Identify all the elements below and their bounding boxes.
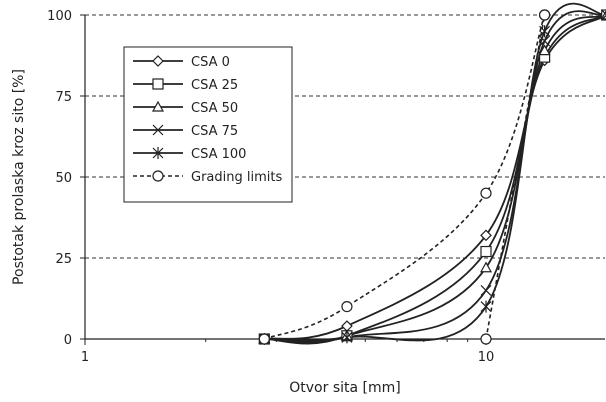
circle-marker <box>341 301 353 313</box>
square-marker <box>152 78 164 90</box>
y-tick-label: 0 <box>64 333 72 348</box>
y-axis-title: Postotak prolaska kroz sito [%] <box>11 69 27 285</box>
triangle-marker <box>479 261 493 273</box>
x-marker <box>152 124 164 136</box>
asterisk-marker <box>539 25 551 38</box>
x-axis-title: Otvor sita [mm] <box>289 380 400 396</box>
series-curve <box>264 14 606 345</box>
series-curve <box>264 14 606 344</box>
circle-marker <box>480 187 492 199</box>
x-tick-label: 1 <box>81 350 89 365</box>
square-marker <box>480 245 492 258</box>
y-tick-label: 100 <box>47 9 72 24</box>
y-tick-label: 75 <box>55 90 72 105</box>
legend-label: Grading limits <box>191 170 282 185</box>
triangle-marker <box>538 44 551 56</box>
y-tick-label: 25 <box>55 252 72 267</box>
legend: CSA 0 CSA 25 CSA 50 CSA 75 CSA 100 Grading li… <box>123 46 293 203</box>
legend-label: CSA 100 <box>191 147 246 162</box>
y-tick-label: 50 <box>55 171 72 186</box>
x-marker <box>480 284 492 296</box>
legend-label: CSA 0 <box>191 55 230 70</box>
grading-limit-curve <box>485 14 546 340</box>
legend-label: CSA 25 <box>191 78 238 93</box>
tick-labels: 0 25 50 75 100 1 10 <box>47 9 494 365</box>
asterisk-marker <box>341 331 353 344</box>
diamond-marker <box>480 229 492 242</box>
triangle-marker <box>151 100 165 112</box>
diamond-marker <box>152 55 164 67</box>
circle-marker <box>538 9 551 21</box>
legend-label: CSA 75 <box>191 124 238 139</box>
circle-marker <box>152 170 164 182</box>
asterisk-marker <box>480 300 492 313</box>
x-tick-label: 10 <box>478 350 495 365</box>
x-marker <box>539 35 551 47</box>
series-curve <box>264 10 606 343</box>
legend-box <box>123 46 293 203</box>
circle-marker <box>258 333 270 345</box>
series-curve <box>264 2 606 342</box>
asterisk-marker <box>152 147 164 159</box>
series-markers <box>258 9 606 345</box>
series-curves <box>264 2 606 345</box>
asterisk-marker <box>601 9 606 21</box>
grading-limit-curve <box>264 14 546 340</box>
circle-marker <box>480 333 492 345</box>
legend-label: CSA 50 <box>191 101 238 116</box>
